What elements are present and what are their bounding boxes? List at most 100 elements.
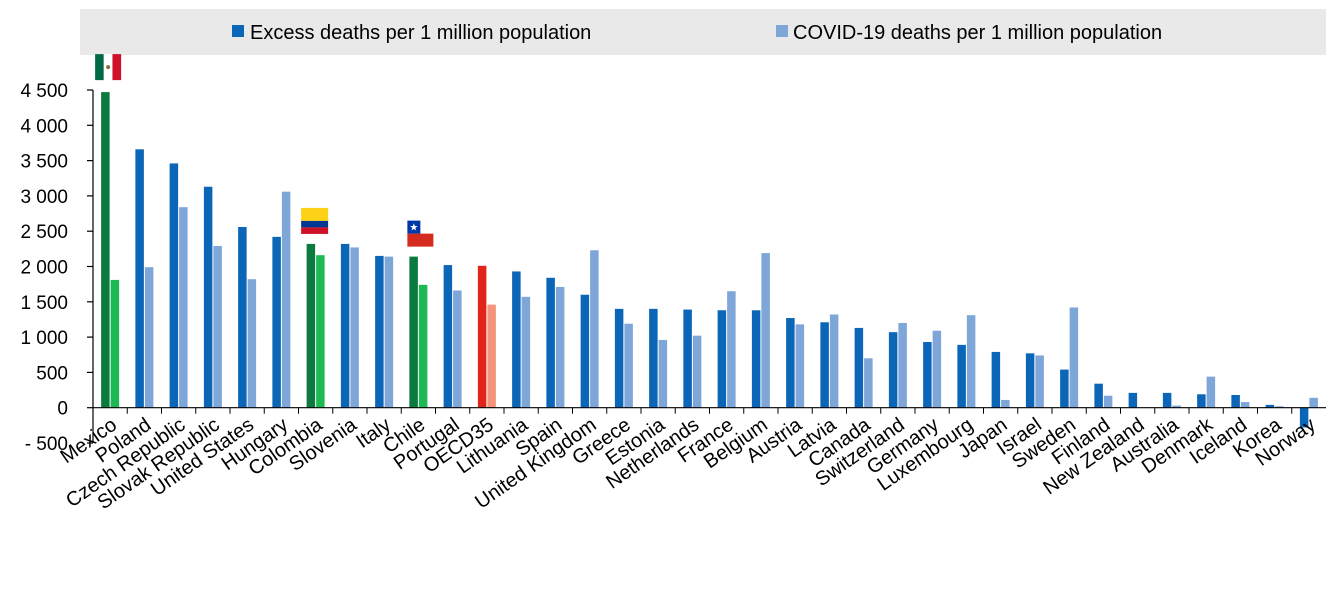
- bar-excess-colombia: [306, 243, 316, 408]
- bar-covid-denmark: [1206, 376, 1216, 408]
- bar-covid-luxembourg: [966, 315, 976, 408]
- bar-covid-switzerland: [898, 322, 907, 408]
- bar-excess-spain: [546, 277, 555, 408]
- bar-excess-latvia: [820, 322, 829, 408]
- bar-excess-iceland: [1231, 394, 1240, 408]
- legend-swatch-covid: [776, 25, 788, 37]
- flag-star-icon: ★: [409, 223, 418, 234]
- bar-excess-lithuania: [512, 271, 521, 408]
- bar-covid-portugal: [453, 290, 462, 408]
- bar-covid-czech-republic: [179, 207, 188, 408]
- bar-covid-hungary: [281, 191, 291, 408]
- bar-covid-greece: [624, 323, 633, 408]
- bar-excess-slovak-republic: [203, 186, 213, 408]
- y-tick-label: 500: [36, 363, 68, 384]
- bar-covid-germany: [932, 330, 942, 408]
- bar-covid-italy: [384, 256, 394, 408]
- bar-covid-slovenia: [350, 247, 359, 408]
- bar-excess-slovenia: [340, 243, 350, 408]
- bar-excess-belgium: [751, 310, 761, 408]
- bar-covid-austria: [795, 324, 805, 408]
- bar-excess-mexico: [101, 92, 110, 408]
- y-axis: - 500 0 500 1 000 1 500 2 000 2 500 3 000 3 500 4…: [20, 81, 94, 455]
- bar-covid-norway: [1309, 397, 1318, 408]
- colombia-flag: [301, 207, 329, 234]
- bar-excess-switzerland: [888, 332, 898, 408]
- y-tick-label: 1 500: [20, 293, 68, 314]
- bar-covid-belgium: [761, 253, 770, 408]
- bar-excess-luxembourg: [957, 344, 966, 408]
- y-tick-label: 2 500: [20, 222, 68, 243]
- legend-label-covid: COVID-19 deaths per 1 million population: [793, 22, 1162, 44]
- bar-excess-poland: [135, 149, 144, 408]
- bar-covid-estonia: [658, 339, 668, 408]
- bar-covid-colombia: [316, 255, 325, 408]
- legend-background: [80, 9, 1326, 55]
- bar-excess-canada: [854, 327, 864, 408]
- legend-swatch-excess: [232, 25, 244, 37]
- bar-covid-finland: [1103, 395, 1113, 408]
- bar-covid-japan: [1001, 399, 1010, 408]
- y-tick-label: 0: [57, 399, 68, 420]
- bar-excess-portugal: [443, 265, 453, 408]
- bar-excess-united-states: [238, 226, 247, 408]
- bar-covid-slovak-republic: [213, 246, 222, 408]
- bars: [101, 92, 1318, 428]
- bar-covid-france: [727, 291, 736, 408]
- bar-covid-sweden: [1069, 307, 1079, 408]
- flag-emblem: [106, 65, 111, 70]
- bar-covid-israel: [1035, 355, 1044, 408]
- mexico-flag: [95, 54, 122, 81]
- bar-excess-hungary: [272, 236, 281, 408]
- bar-excess-oecd35: [477, 265, 487, 408]
- y-tick-label: 3 500: [20, 152, 68, 173]
- flags: ★: [95, 54, 434, 247]
- bar-excess-netherlands: [683, 309, 692, 408]
- bar-covid-poland: [144, 267, 154, 408]
- bar-covid-australia: [1172, 405, 1181, 408]
- y-tick-label: 4 000: [20, 116, 68, 137]
- bar-covid-lithuania: [521, 296, 531, 408]
- y-tick-label: 1 000: [20, 328, 68, 349]
- y-tick-label: 2 000: [20, 258, 68, 279]
- flag-stripe: [301, 207, 329, 221]
- bar-covid-iceland: [1240, 402, 1250, 408]
- bar-covid-oecd35: [487, 304, 496, 408]
- bar-covid-spain: [555, 286, 565, 408]
- bar-covid-mexico: [110, 279, 120, 408]
- bar-excess-greece: [614, 308, 624, 408]
- bar-excess-sweden: [1060, 369, 1069, 408]
- bar-excess-estonia: [649, 308, 658, 408]
- bar-excess-japan: [991, 351, 1001, 408]
- flag-stripe: [95, 54, 104, 81]
- bar-excess-norway: [1299, 407, 1309, 428]
- bar-excess-denmark: [1197, 394, 1206, 408]
- bar-excess-germany: [923, 342, 932, 408]
- y-tick-label: 4 500: [20, 81, 68, 102]
- bar-covid-united-kingdom: [590, 250, 599, 408]
- flag-stripe: [112, 54, 122, 81]
- bar-covid-canada: [864, 358, 873, 408]
- bar-excess-chile: [409, 256, 418, 408]
- bar-excess-italy: [375, 255, 384, 408]
- bar-excess-france: [717, 310, 727, 408]
- bar-excess-new-zealand: [1128, 392, 1138, 408]
- bar-covid-latvia: [829, 314, 839, 408]
- bar-covid-chile: [418, 284, 428, 408]
- bar-excess-czech-republic: [169, 163, 179, 408]
- bar-covid-united-states: [247, 279, 257, 408]
- legend-label-excess: Excess deaths per 1 million population: [250, 22, 591, 44]
- flag-stripe: [301, 227, 329, 234]
- bar-excess-united-kingdom: [580, 294, 590, 408]
- y-tick-label: - 500: [25, 434, 68, 455]
- bar-excess-finland: [1094, 383, 1103, 408]
- bar-covid-netherlands: [692, 335, 702, 408]
- y-tick-label: 3 000: [20, 187, 68, 208]
- flag-canton: [407, 220, 421, 234]
- flag-stripe: [407, 233, 434, 247]
- bar-excess-israel: [1025, 353, 1035, 408]
- legend: Excess deaths per 1 million population C…: [80, 9, 1326, 55]
- bar-excess-korea: [1265, 404, 1275, 408]
